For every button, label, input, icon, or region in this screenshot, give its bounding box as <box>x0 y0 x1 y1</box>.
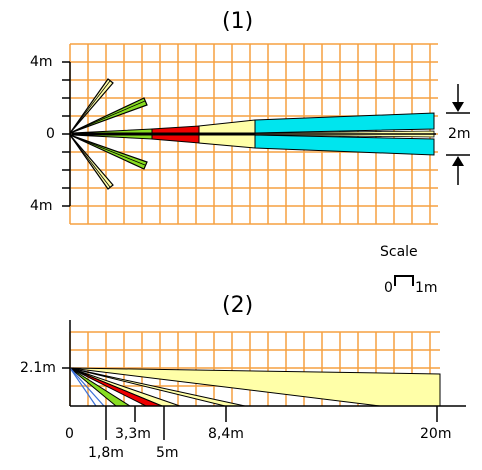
side-beam-blue-1 <box>69 367 105 407</box>
fan-beam-green-up <box>69 97 148 134</box>
near-zone-green-upper <box>71 128 153 134</box>
mid-zone-yellow-upper <box>198 119 256 134</box>
near-zone-red-lower <box>151 134 200 144</box>
scale-title: Scale <box>380 244 418 260</box>
side-beam-blue-2 <box>69 367 97 407</box>
x-tick-5m: 5m <box>156 445 179 461</box>
scale-from: 0 <box>384 280 393 296</box>
side-view-axes <box>62 320 466 440</box>
x-tick-1-8m: 1,8m <box>88 445 124 461</box>
width-label: 2m <box>448 126 471 142</box>
diagram-1-title: (1) <box>222 9 254 34</box>
x-tick-8-4m: 8,4m <box>208 426 244 442</box>
top-view-y-axis <box>62 61 71 207</box>
diagram-2-title: (2) <box>222 293 254 318</box>
width-dimension-marker <box>446 84 470 185</box>
x-tick-0: 0 <box>65 426 74 442</box>
mid-zone-yellow-lower <box>198 134 256 149</box>
near-zone-green-lower <box>71 134 153 140</box>
height-label: 2.1m <box>20 360 56 376</box>
fan-beam-green-down <box>69 134 148 170</box>
y-label-bottom: 4m <box>30 198 53 214</box>
y-label-top: 4m <box>30 54 53 70</box>
x-tick-3-3m: 3,3m <box>115 426 151 442</box>
x-tick-20m: 20m <box>420 426 452 442</box>
y-label-mid: 0 <box>46 126 55 142</box>
scale-to: 1m <box>415 280 438 296</box>
near-zone-red-upper <box>151 125 200 134</box>
scale-bracket-icon <box>394 275 414 286</box>
